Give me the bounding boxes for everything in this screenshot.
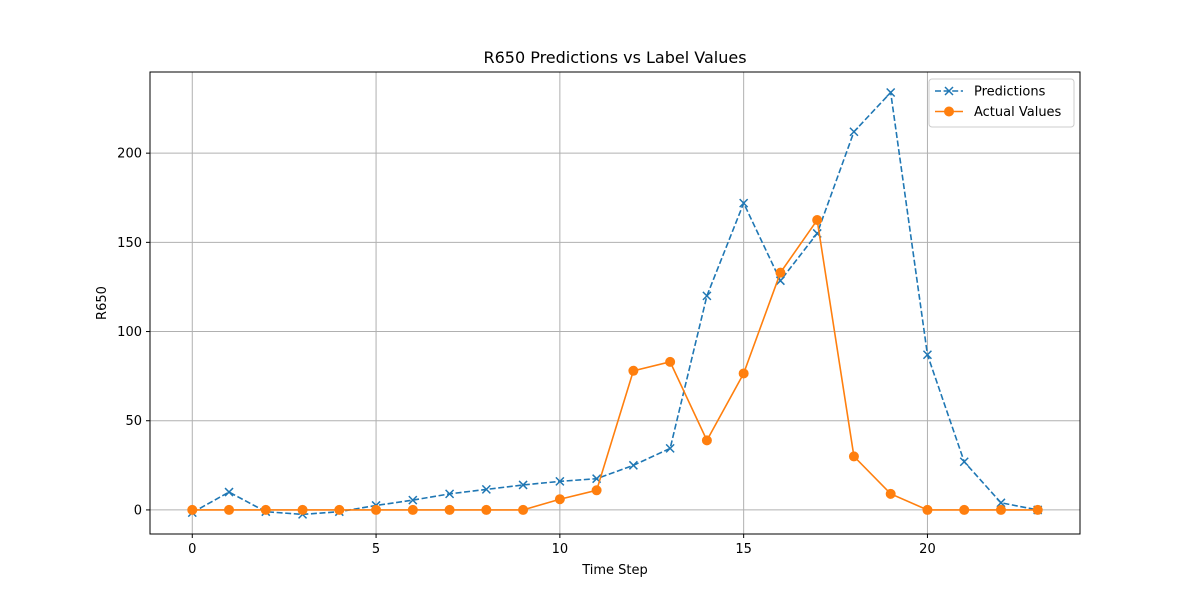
data-point bbox=[849, 127, 859, 137]
plot-frame bbox=[149, 71, 1081, 535]
data-point bbox=[959, 504, 970, 515]
data-point bbox=[702, 291, 712, 301]
legend-box bbox=[928, 78, 1075, 128]
x-tick-label: 5 bbox=[372, 542, 380, 557]
y-tick-label: 200 bbox=[117, 147, 142, 162]
data-point bbox=[812, 215, 823, 226]
series-1 bbox=[187, 215, 1043, 515]
legend-label: Predictions bbox=[974, 85, 1046, 100]
data-point bbox=[701, 435, 712, 446]
data-point bbox=[371, 504, 382, 515]
data-point bbox=[407, 504, 418, 515]
x-tick-label: 0 bbox=[188, 542, 196, 557]
data-point bbox=[408, 495, 418, 505]
data-point bbox=[260, 504, 271, 515]
data-point bbox=[224, 487, 234, 497]
data-point bbox=[444, 504, 455, 515]
series-line bbox=[191, 90, 1038, 516]
data-point bbox=[224, 504, 235, 515]
data-point bbox=[481, 504, 492, 515]
data-point bbox=[628, 460, 638, 470]
y-tick-label: 0 bbox=[134, 503, 142, 518]
series-line bbox=[192, 217, 1038, 511]
x-tick-label: 15 bbox=[735, 542, 752, 557]
data-point bbox=[555, 476, 565, 486]
legend-marker bbox=[944, 86, 954, 96]
data-point bbox=[775, 267, 786, 278]
y-tick-label: 150 bbox=[117, 236, 142, 251]
series-layer bbox=[187, 87, 1043, 519]
y-tick-label: 100 bbox=[117, 325, 142, 340]
data-point bbox=[922, 350, 932, 360]
data-point bbox=[518, 480, 528, 490]
x-axis-title: Time Step bbox=[581, 563, 648, 578]
data-point bbox=[996, 498, 1006, 508]
data-point bbox=[738, 368, 749, 379]
legend-marker bbox=[944, 106, 954, 117]
data-point bbox=[959, 457, 969, 467]
data-point bbox=[297, 504, 308, 515]
data-point bbox=[1032, 504, 1043, 515]
data-point bbox=[885, 488, 896, 499]
data-point bbox=[739, 198, 749, 208]
data-point bbox=[922, 504, 933, 515]
chart-title: R650 Predictions vs Label Values bbox=[483, 48, 746, 67]
legend-item: Predictions bbox=[935, 85, 1046, 100]
data-point bbox=[665, 356, 676, 367]
data-point bbox=[187, 504, 198, 515]
data-point bbox=[445, 489, 455, 499]
data-point bbox=[334, 504, 345, 515]
data-point bbox=[554, 494, 565, 505]
data-point bbox=[848, 451, 859, 462]
y-axis-title: R650 bbox=[95, 286, 110, 320]
grid-lines bbox=[150, 72, 1080, 534]
data-point bbox=[886, 87, 896, 98]
legend: Predictions Actual Values bbox=[928, 78, 1075, 128]
y-tick-label: 50 bbox=[125, 414, 142, 429]
data-point bbox=[628, 365, 639, 376]
data-point bbox=[481, 484, 491, 494]
legend-item: Actual Values bbox=[935, 105, 1062, 120]
x-tick-label: 10 bbox=[552, 542, 569, 557]
x-tick-label: 20 bbox=[919, 542, 936, 557]
data-point bbox=[995, 504, 1006, 515]
legend-label: Actual Values bbox=[974, 105, 1062, 120]
data-point bbox=[591, 485, 602, 496]
data-point bbox=[665, 443, 675, 453]
data-point bbox=[518, 504, 529, 515]
